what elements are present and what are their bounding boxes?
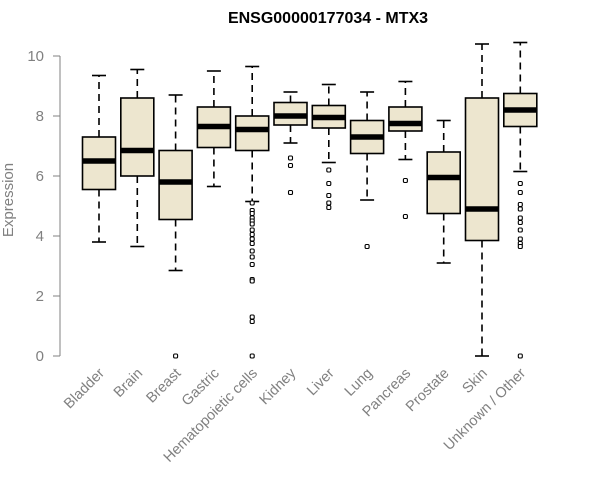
outlier-point — [249, 248, 255, 254]
outlier-point — [249, 261, 255, 268]
outlier-point — [249, 314, 255, 320]
x-tick-label: Breast — [143, 366, 184, 407]
box-group — [273, 91, 308, 196]
box-group — [426, 119, 462, 264]
box-group — [196, 70, 232, 188]
box-group — [349, 91, 385, 250]
x-tick-label: Prostate — [403, 366, 452, 415]
box-group — [158, 94, 193, 359]
outlier-point — [249, 210, 255, 217]
y-tick-label: 2 — [36, 288, 44, 305]
outlier-point — [517, 201, 523, 208]
iqr-box — [234, 115, 270, 152]
box-group — [388, 80, 423, 220]
outlier-point — [249, 236, 255, 242]
outlier-point — [287, 155, 294, 161]
outlier-point — [326, 204, 332, 211]
chart-title: ENSG00000177034 - MTX3 — [228, 10, 428, 27]
outlier-point — [517, 353, 523, 359]
outlier-point — [326, 180, 332, 187]
y-tick-label: 0 — [36, 348, 44, 365]
x-tick-label: Bladder — [61, 365, 108, 412]
box-group — [502, 41, 538, 359]
outlier-point — [517, 227, 523, 233]
box-group — [120, 68, 155, 248]
outlier-point — [173, 353, 179, 359]
outlier-point — [287, 189, 294, 196]
y-axis-label: Expression — [0, 163, 17, 237]
outlier-point — [517, 189, 523, 196]
outlier-point — [249, 227, 255, 233]
iqr-box — [464, 97, 500, 242]
iqr-box — [388, 106, 423, 132]
outlier-point — [517, 206, 523, 212]
outlier-point — [517, 236, 523, 242]
y-axis: 0 2 4 6 8 10 — [27, 48, 61, 365]
iqr-box — [120, 97, 155, 177]
outlier-point — [249, 353, 255, 359]
outlier-point — [249, 318, 255, 325]
box-group — [464, 43, 500, 357]
box-group — [311, 83, 347, 211]
box-group — [234, 65, 270, 359]
x-tick-label: Skin — [460, 366, 491, 397]
outlier-point — [326, 167, 332, 173]
y-tick-label: 10 — [27, 48, 44, 65]
outlier-point — [326, 192, 332, 199]
outlier-point — [287, 162, 294, 169]
iqr-box — [426, 151, 462, 215]
outlier-point — [326, 200, 332, 206]
iqr-box — [158, 149, 193, 221]
outlier-point — [517, 215, 523, 221]
outlier-point — [364, 243, 370, 250]
box-series — [81, 41, 538, 359]
outlier-point — [517, 243, 523, 250]
y-tick-label: 4 — [36, 228, 44, 245]
outlier-point — [249, 221, 255, 227]
x-tick-label: Lung — [342, 366, 376, 400]
outlier-point — [249, 231, 255, 238]
outlier-point — [517, 219, 523, 226]
outlier-point — [402, 213, 408, 220]
x-tick-label: Brain — [111, 366, 146, 401]
outlier-point — [249, 278, 255, 284]
x-tick-label: Kidney — [257, 365, 300, 408]
box-group — [81, 74, 117, 243]
outlier-point — [249, 200, 255, 206]
y-tick-label: 6 — [36, 168, 44, 185]
outlier-point — [402, 177, 408, 184]
outlier-point — [249, 240, 255, 247]
outlier-point — [249, 254, 255, 260]
y-tick-label: 8 — [36, 108, 44, 125]
x-tick-label: Liver — [304, 365, 338, 399]
outlier-point — [517, 180, 523, 187]
